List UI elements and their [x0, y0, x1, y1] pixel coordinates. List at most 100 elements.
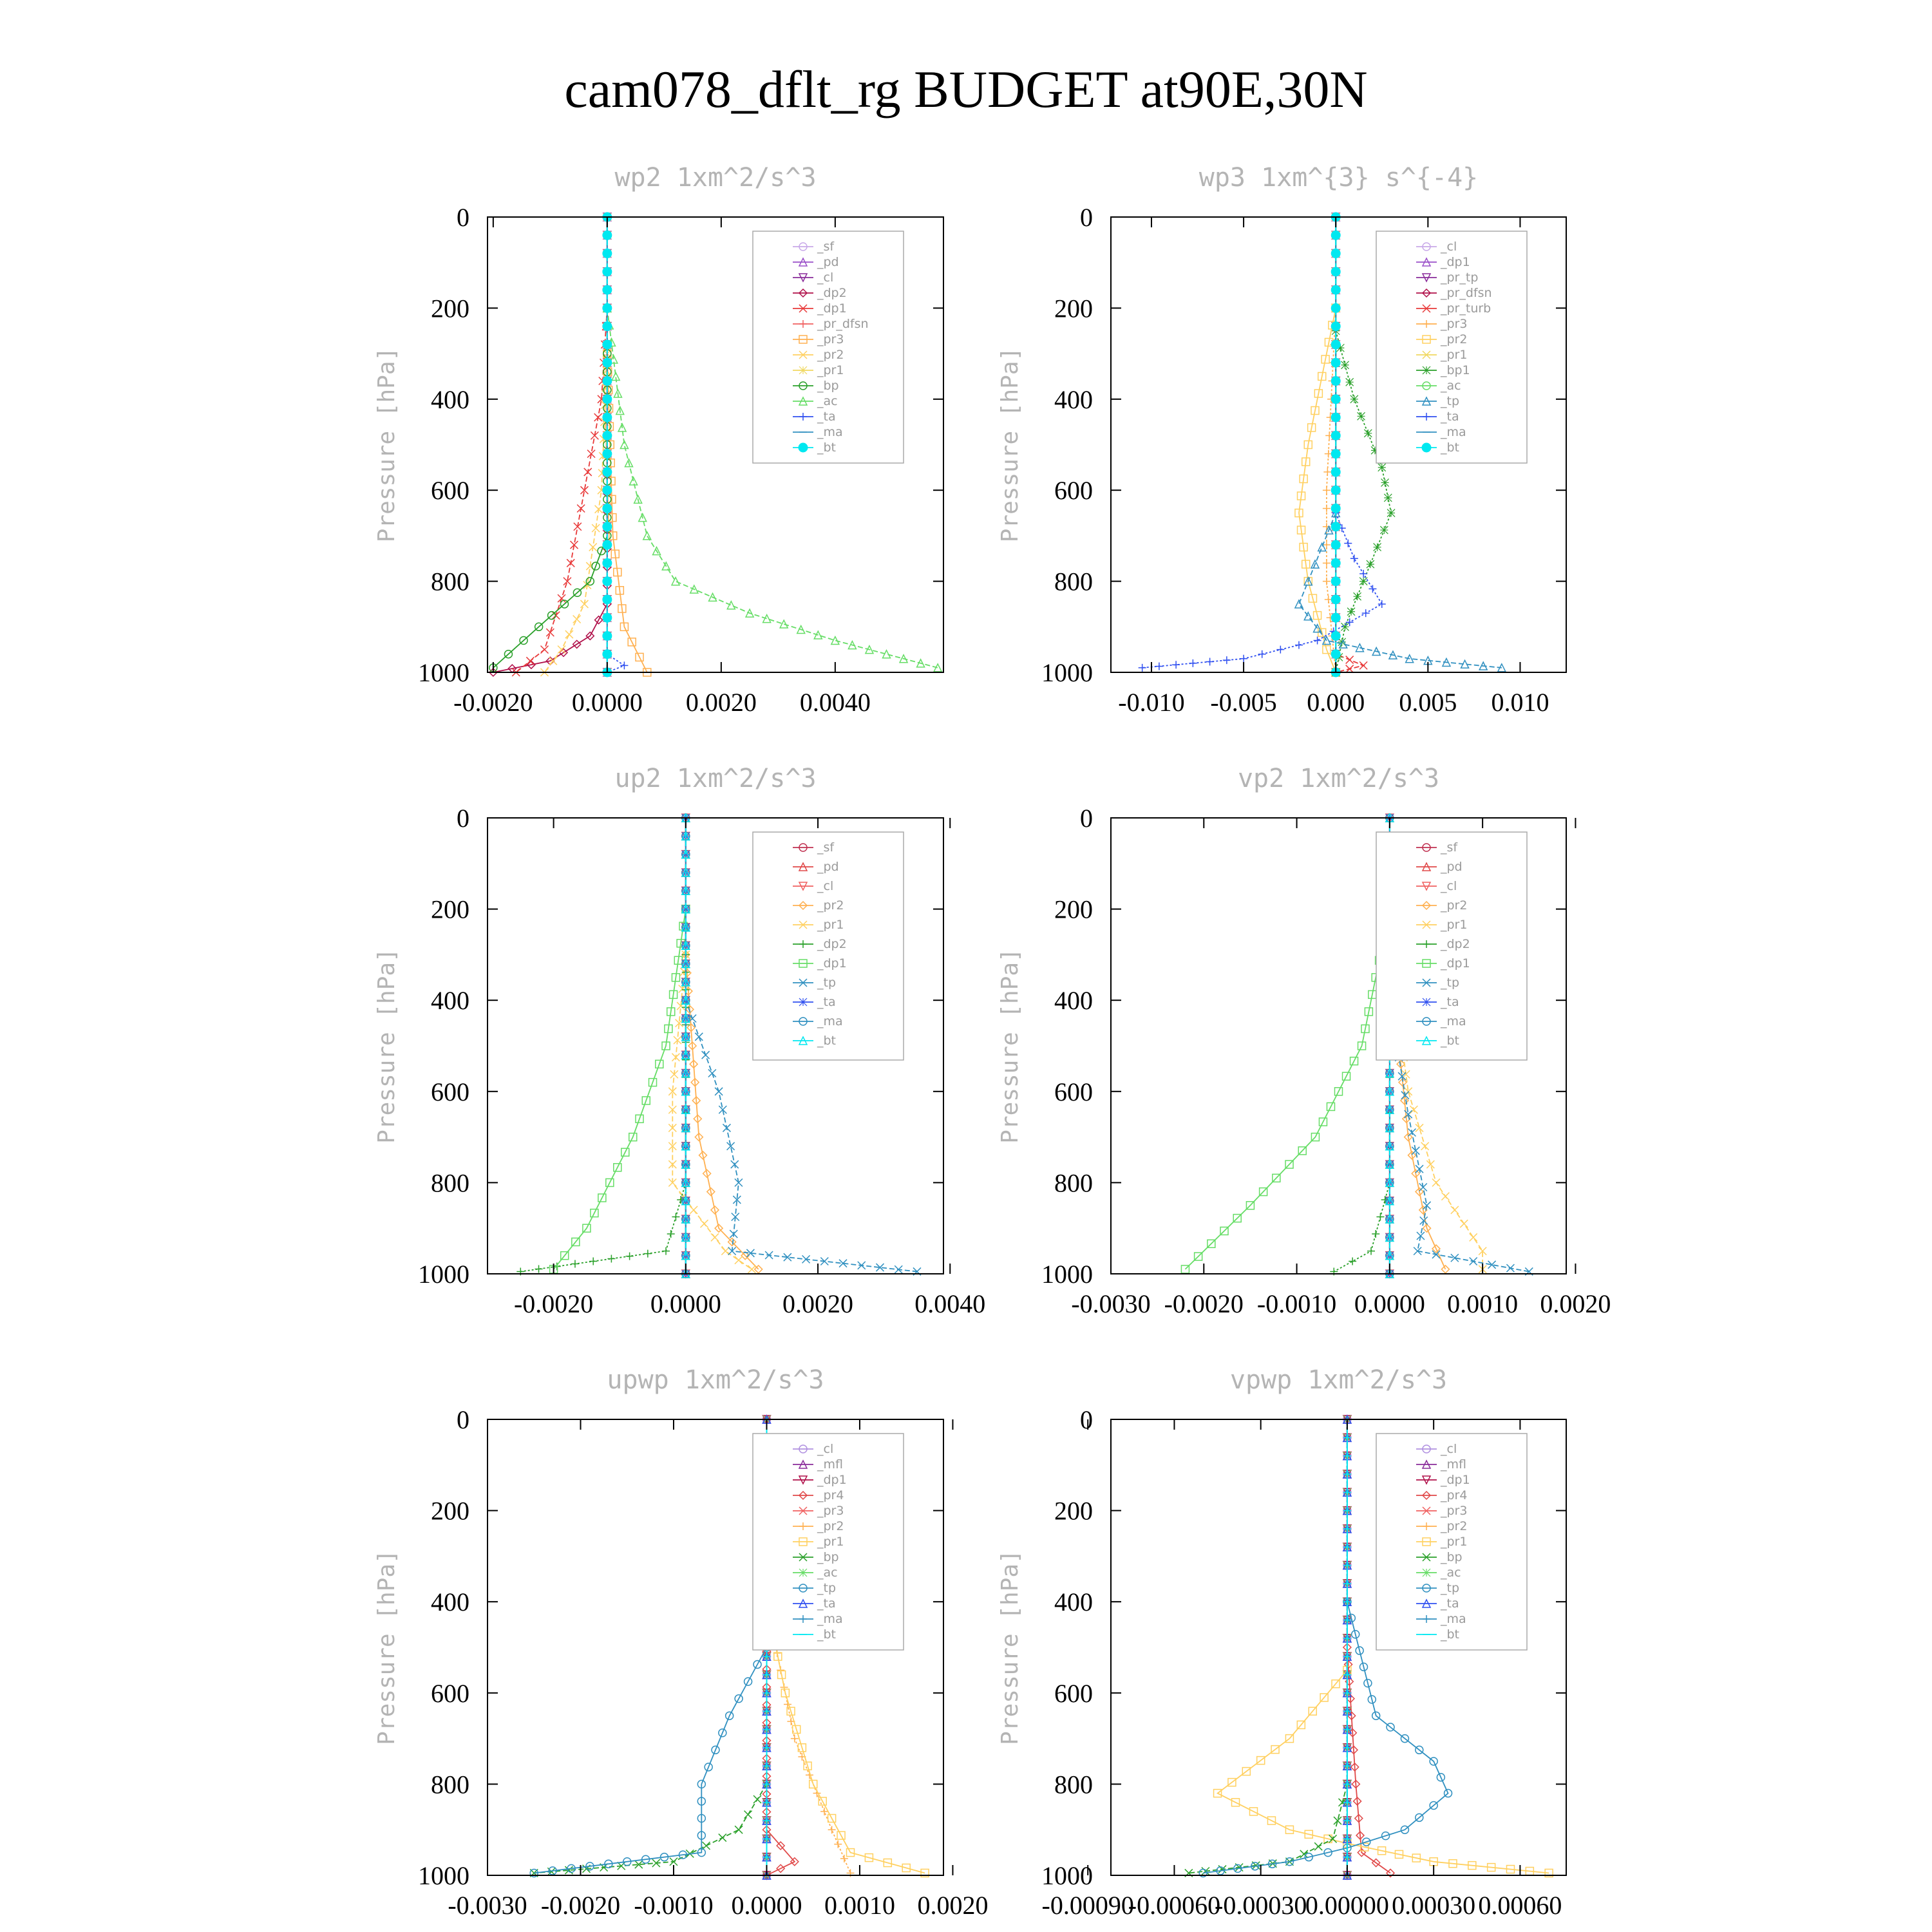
series-point — [1298, 1146, 1307, 1155]
y-axis-label: Pressure [hPa] — [374, 347, 400, 542]
panel-6: vpwp 1xm^2/s^3 Pressure [hPa] 0 200 400 600 80… — [997, 1365, 1567, 1920]
series-point — [1341, 361, 1349, 370]
series-point — [1367, 1247, 1375, 1255]
legend-label: _pd — [1440, 860, 1463, 874]
series-point — [526, 660, 536, 670]
series-point — [627, 638, 636, 647]
series-point — [796, 624, 806, 634]
series-point — [1385, 1141, 1395, 1151]
series-point — [1359, 661, 1368, 670]
series-point — [790, 1734, 799, 1743]
y-tick-label: 800 — [431, 1770, 469, 1799]
series-point — [1314, 389, 1323, 398]
series-point — [710, 1233, 719, 1242]
series-point — [1350, 554, 1358, 563]
series-line — [606, 354, 648, 673]
series-point — [1322, 486, 1331, 495]
series-point — [783, 1253, 792, 1262]
series-point — [726, 600, 736, 610]
legend-label: _ta — [1440, 1596, 1459, 1611]
legend-label: _ta — [1440, 995, 1459, 1009]
series-point — [671, 973, 681, 982]
series-point — [1353, 592, 1362, 601]
series-point — [622, 1857, 632, 1866]
legend-label: _bt — [817, 1627, 836, 1642]
legend-marker — [1422, 843, 1431, 852]
legend-label: _pr1 — [1440, 1535, 1467, 1549]
series-point — [602, 267, 612, 277]
legend: _cl_mfl_dp1_pr4_pr3_pr2_pr1_bp_ac_tp_ta_… — [752, 1433, 904, 1651]
series-point — [1321, 635, 1332, 645]
series-line — [553, 909, 687, 1270]
series-point — [602, 522, 612, 532]
legend-marker — [799, 320, 807, 328]
series-line — [1216, 1669, 1549, 1874]
legend: _sf _pd _cl _pr2 _pr1 _dp2 _dp1 _tp _ta _ma _bt — [752, 831, 904, 1061]
series-point — [753, 1795, 762, 1804]
series-point — [1411, 1169, 1421, 1179]
series-point — [1441, 657, 1452, 667]
series-point — [721, 1247, 730, 1256]
panel-5: upwp 1xm^2/s^3 Pressure [hPa] 0 200 400 600 80… — [374, 1365, 988, 1920]
legend-box — [752, 831, 904, 1061]
legend-label: _cl — [817, 1442, 833, 1456]
series-point — [1355, 1646, 1364, 1655]
y-tick-label: 800 — [431, 1168, 469, 1197]
series-point — [652, 1859, 661, 1868]
series-point — [613, 567, 622, 577]
series-point — [791, 1725, 801, 1734]
legend-label: _ta — [1440, 410, 1459, 424]
series-point — [1138, 663, 1146, 672]
series-point — [609, 354, 619, 364]
y-tick-label: 0 — [457, 1405, 469, 1434]
legend-marker — [1421, 288, 1432, 298]
series-point — [1396, 1059, 1406, 1069]
series-point — [1381, 1195, 1389, 1204]
legend-label: _dp2 — [817, 286, 847, 300]
series-point — [747, 1265, 756, 1274]
series-point — [726, 1142, 735, 1151]
series-point — [1429, 1757, 1438, 1766]
series-point — [681, 977, 691, 987]
x-tick-label: -0.0020 — [514, 1289, 593, 1318]
legend-box — [1376, 231, 1528, 464]
x-tick-label: -0.00030 — [1215, 1891, 1307, 1920]
series-point — [1331, 540, 1341, 550]
series-point — [714, 1087, 723, 1096]
series-point — [1385, 1868, 1396, 1878]
legend-marker — [1421, 1459, 1432, 1469]
series-point — [582, 1224, 591, 1233]
series-point — [1313, 636, 1321, 645]
series-point — [700, 1219, 709, 1228]
series-point — [573, 588, 582, 598]
legend-label: _bt — [1440, 1034, 1459, 1048]
series-point — [1415, 1164, 1424, 1173]
series-point — [1385, 1196, 1395, 1206]
series-point — [681, 1086, 691, 1096]
series-pr_turb — [1331, 213, 1368, 677]
series-point — [1450, 1253, 1459, 1262]
legend: _sf _pd _cl _pr2 _pr1 _dp2 _dp1 _tp _ta _ma _bt — [1376, 831, 1528, 1061]
x-tick-label: 0.0020 — [782, 1289, 853, 1318]
legend-label: _cl — [1440, 1442, 1457, 1456]
legend-marker — [799, 978, 808, 987]
series-point — [1409, 1105, 1418, 1114]
series-point — [1322, 504, 1331, 513]
plot-frame — [487, 817, 944, 1274]
x-tick-label: -0.0030 — [448, 1891, 527, 1920]
series-point — [1233, 1864, 1242, 1873]
series-point — [681, 1050, 691, 1059]
series-point — [710, 1205, 720, 1215]
legend-label: _dp2 — [1440, 937, 1470, 951]
series-point — [1422, 1224, 1432, 1233]
series-point — [681, 922, 691, 932]
series-point — [875, 1263, 885, 1272]
legend-marker — [798, 288, 808, 298]
series-point — [560, 600, 569, 609]
series-point — [681, 904, 691, 914]
y-tick-label: 1000 — [418, 658, 469, 687]
legend-marker — [1421, 862, 1432, 871]
series-point — [857, 1261, 866, 1270]
series-point — [718, 1728, 727, 1738]
series-point — [1213, 1788, 1222, 1798]
